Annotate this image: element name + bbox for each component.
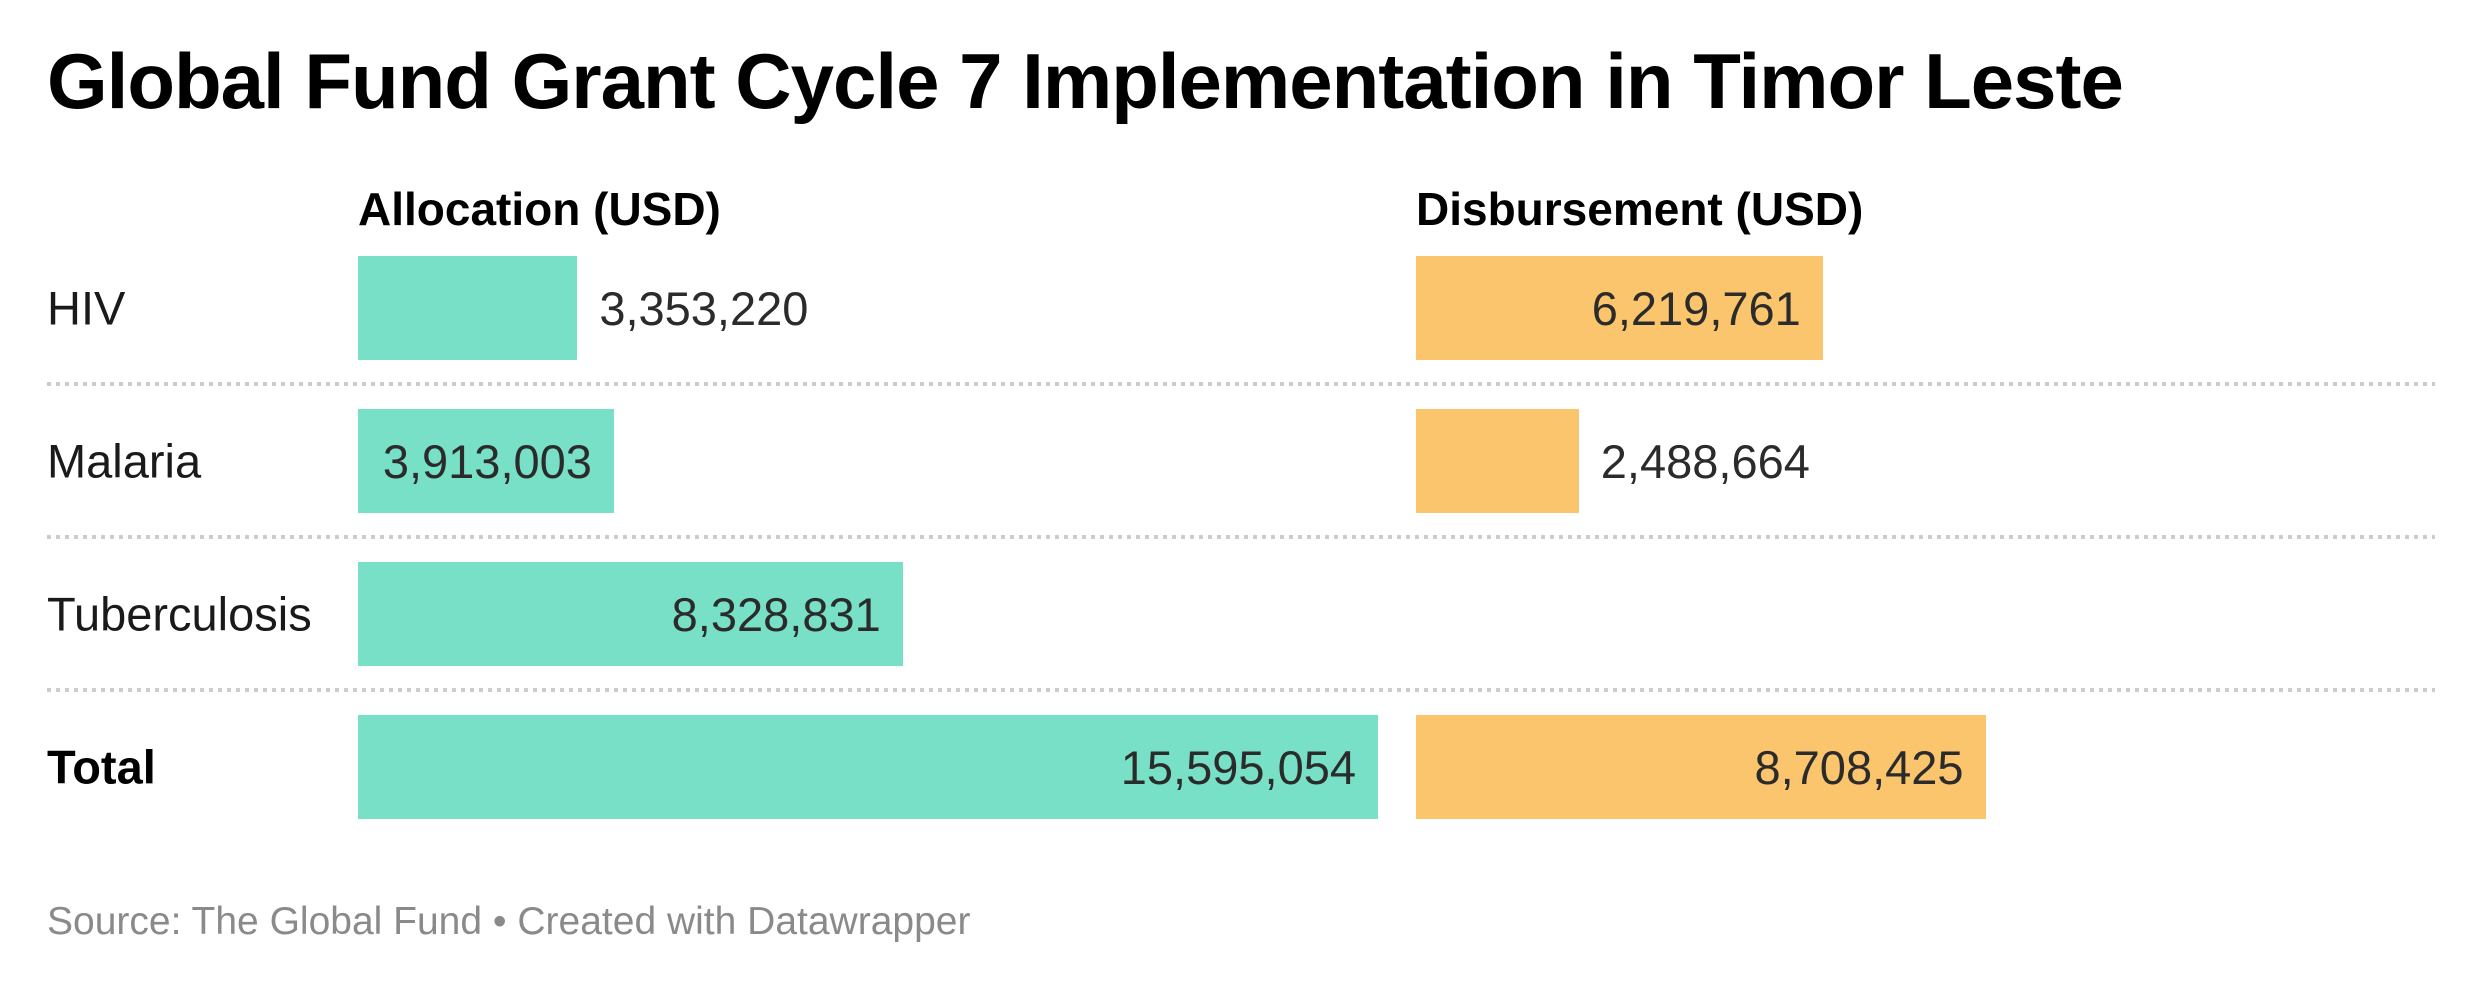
allocation-cell: 15,595,054 15,595,054 bbox=[358, 715, 1378, 819]
source-link[interactable]: The Global Fund bbox=[191, 900, 483, 943]
disbursement-value: 2,488,664 bbox=[1600, 434, 1810, 488]
allocation-value: 3,353,220 bbox=[599, 281, 809, 335]
allocation-value: 15,595,054 bbox=[1120, 740, 1356, 794]
row-label-tuberculosis: Tuberculosis bbox=[47, 587, 312, 641]
column-header-allocation: Allocation (USD) bbox=[358, 183, 721, 235]
allocation-bar: 3,353,220 bbox=[358, 256, 578, 360]
row-label-hiv: HIV bbox=[47, 281, 126, 335]
allocation-cell: 3,913,003 3,913,003 bbox=[358, 409, 614, 513]
source-note: Source: The Global Fund • Created with D… bbox=[47, 900, 970, 944]
row-separator bbox=[47, 382, 2435, 386]
allocation-value: 8,328,831 bbox=[671, 587, 881, 641]
row-label-malaria: Malaria bbox=[47, 434, 202, 488]
source-prefix: Source: bbox=[47, 900, 192, 943]
datawrapper-attribution-link[interactable]: Created with Datawrapper bbox=[517, 900, 971, 943]
disbursement-cell: 8,708,425 8,708,425 bbox=[1416, 715, 1986, 819]
disbursement-bar: 8,708,425 bbox=[1416, 715, 1986, 819]
allocation-bar: 8,328,831 bbox=[358, 562, 903, 666]
row-separator bbox=[47, 688, 2435, 692]
allocation-bar: 15,595,054 bbox=[358, 715, 1378, 819]
row-label-total: Total bbox=[47, 740, 156, 794]
disbursement-value: 6,219,761 bbox=[1591, 281, 1801, 335]
disbursement-bar: 6,219,761 bbox=[1416, 256, 1823, 360]
table-row-malaria: Malaria 3,913,003 3,913,003 2,488,664 2,… bbox=[0, 409, 2480, 513]
chart-title: Global Fund Grant Cycle 7 Implementation… bbox=[47, 37, 2124, 125]
row-separator bbox=[47, 535, 2435, 539]
table-row-hiv: HIV 3,353,220 3,353,220 6,219,761 6,219,… bbox=[0, 256, 2480, 360]
disbursement-cell: 2,488,664 2,488,664 bbox=[1416, 409, 1810, 513]
disbursement-bar: 2,488,664 bbox=[1416, 409, 1579, 513]
table-row-total: Total 15,595,054 15,595,054 8,708,425 8,… bbox=[0, 715, 2480, 819]
separator-dot: • bbox=[482, 900, 518, 943]
column-header-disbursement: Disbursement (USD) bbox=[1416, 183, 1864, 235]
table-row-tuberculosis: Tuberculosis 8,328,831 8,328,831 bbox=[0, 562, 2480, 666]
allocation-value: 3,913,003 bbox=[382, 434, 592, 488]
disbursement-cell bbox=[1416, 562, 1438, 666]
disbursement-value: 8,708,425 bbox=[1754, 740, 1964, 794]
allocation-cell: 3,353,220 3,353,220 bbox=[358, 256, 808, 360]
allocation-cell: 8,328,831 8,328,831 bbox=[358, 562, 903, 666]
allocation-bar: 3,913,003 bbox=[358, 409, 614, 513]
disbursement-cell: 6,219,761 6,219,761 bbox=[1416, 256, 1823, 360]
